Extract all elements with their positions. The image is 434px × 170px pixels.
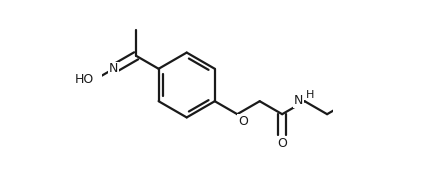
Text: N: N xyxy=(109,62,118,75)
Text: H: H xyxy=(305,90,313,100)
Text: O: O xyxy=(237,115,247,128)
Text: HO: HO xyxy=(74,73,94,86)
Text: O: O xyxy=(276,137,286,150)
Text: N: N xyxy=(293,94,302,107)
